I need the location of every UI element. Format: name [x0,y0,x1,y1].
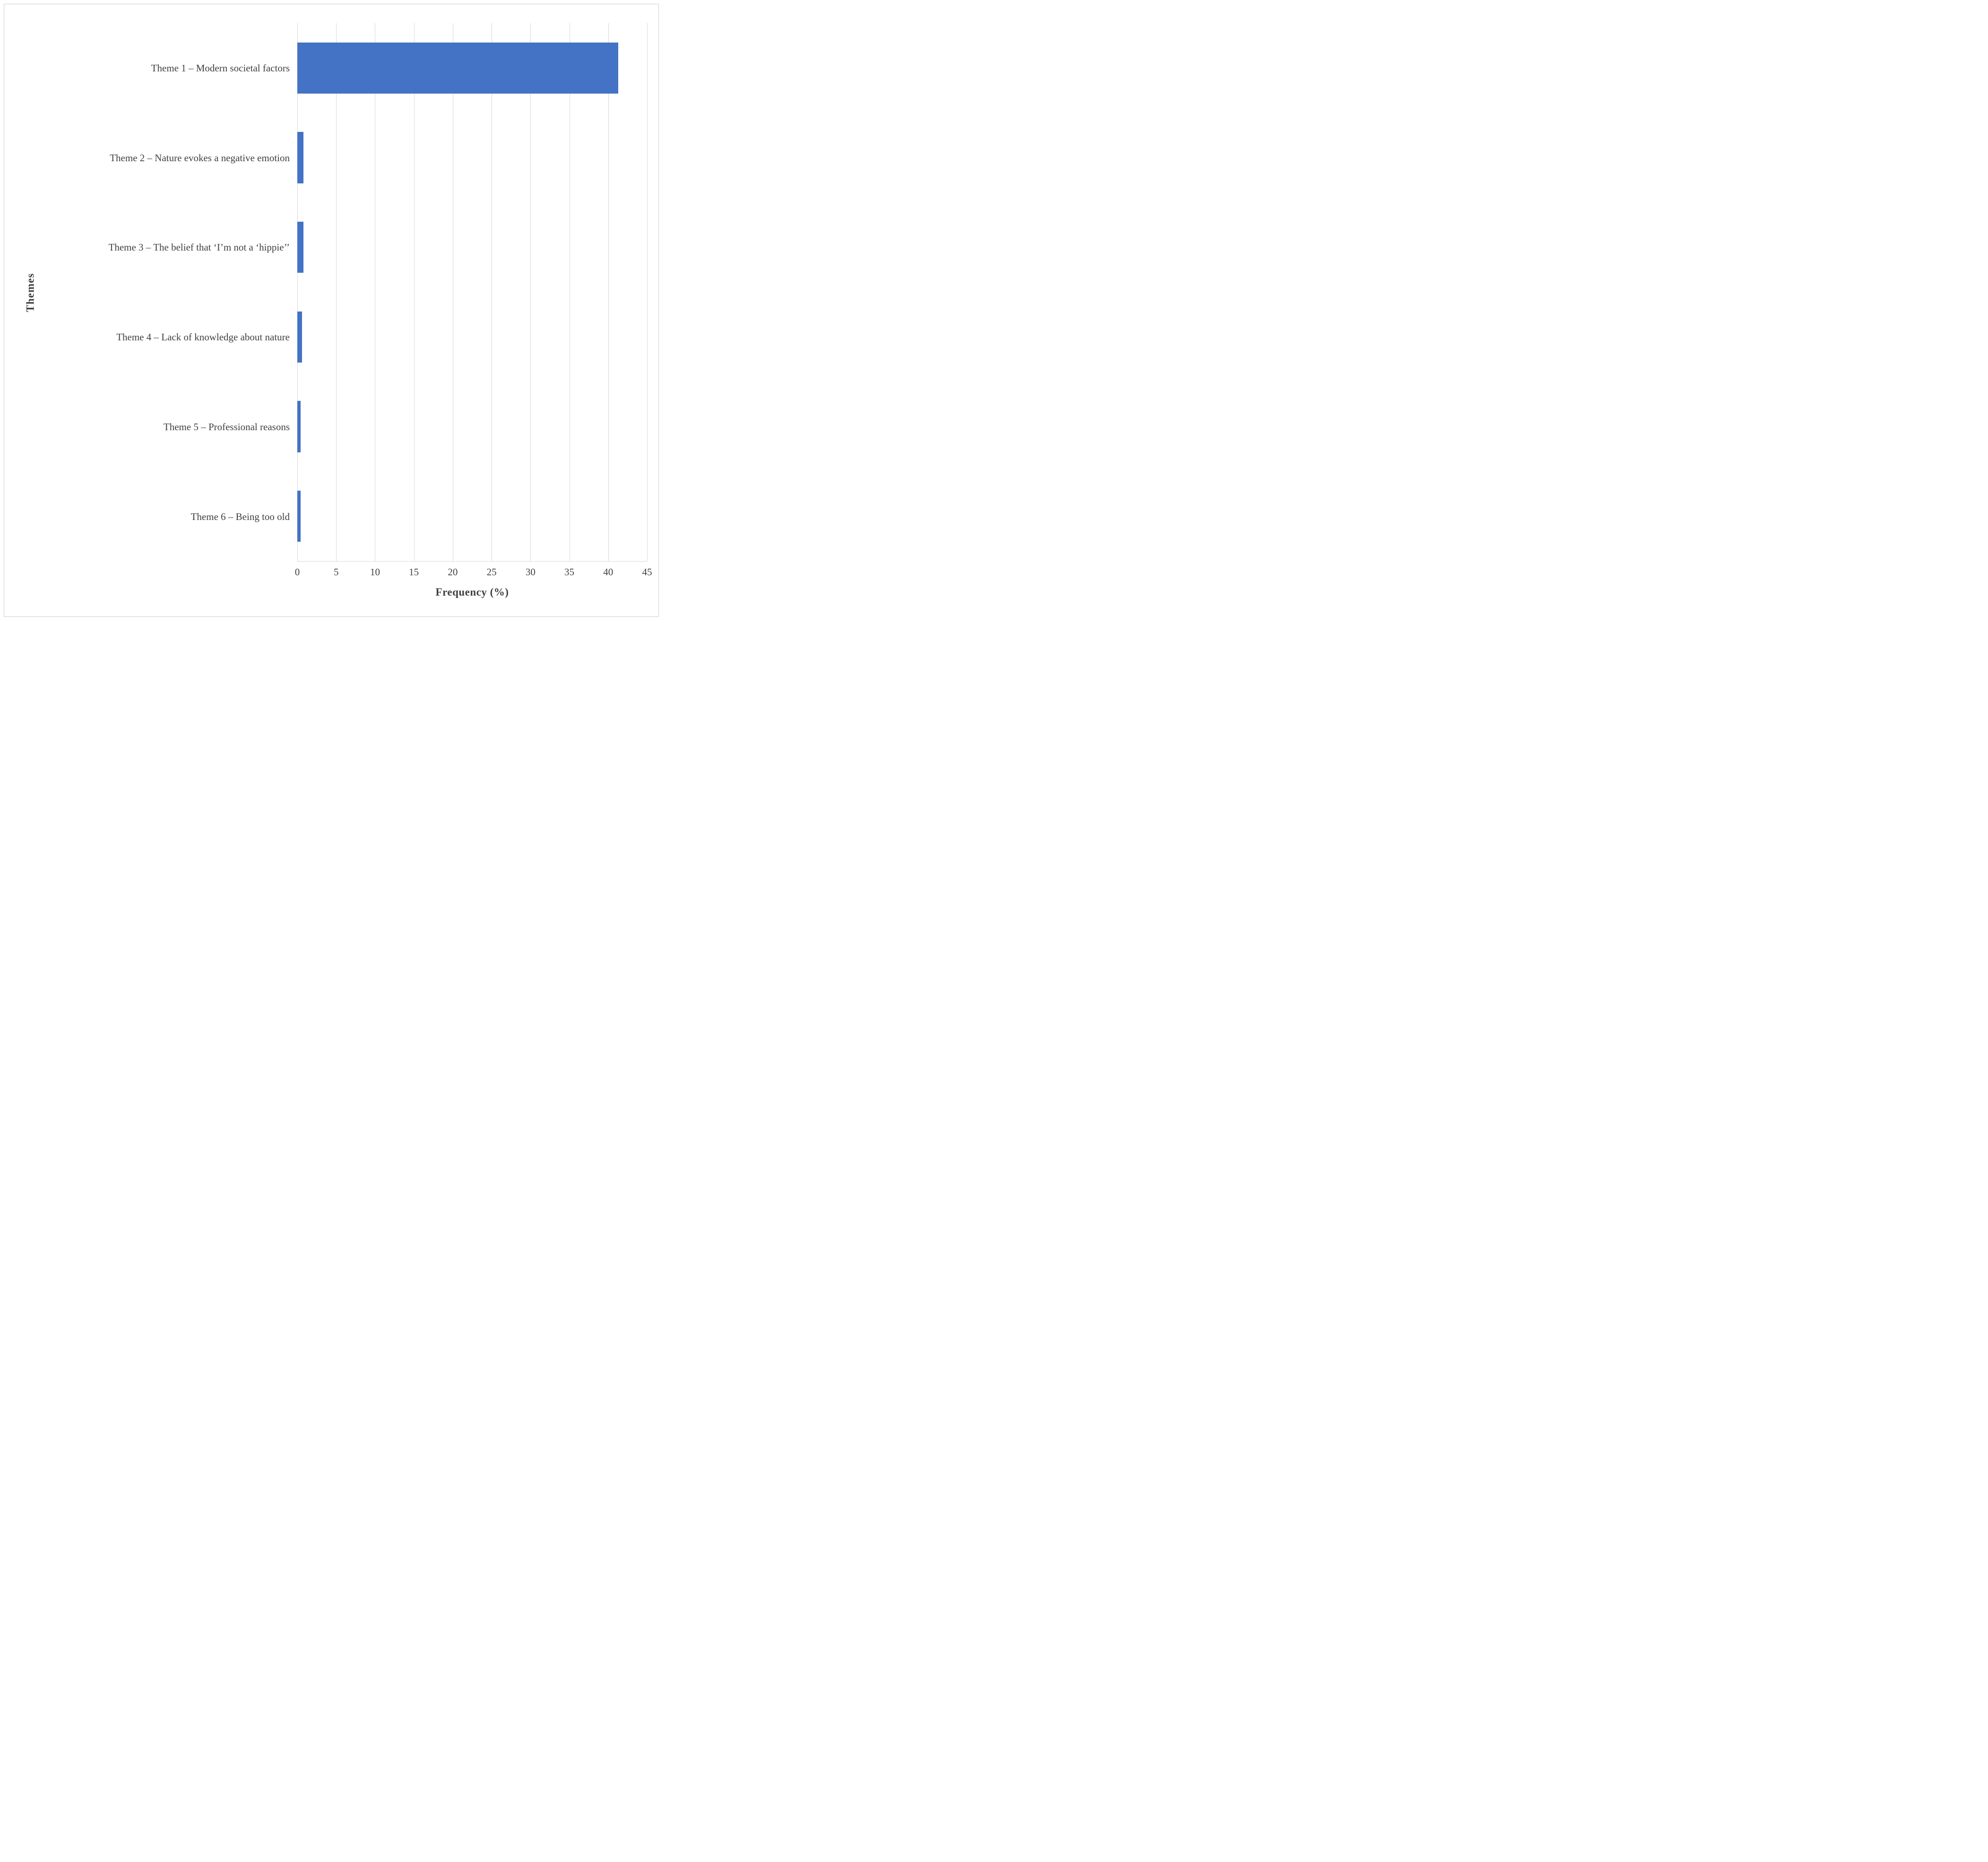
bar-row [297,23,647,113]
y-axis-title-column: Themes [9,23,52,562]
x-tick-label: 20 [448,566,458,578]
bar-row [297,471,647,561]
bar [297,132,304,183]
bar-row [297,382,647,472]
bar [297,401,301,452]
bar [297,311,302,363]
bar [297,222,304,273]
x-tick-label: 0 [294,566,300,578]
x-tick-labels: 0 5 10 15 20 25 30 35 40 45 [294,562,652,582]
category-label: Theme 3 – The belief that ‘I’m not a ‘hi… [108,242,290,253]
x-axis-title-spacer [9,582,297,603]
gridline [336,23,337,561]
bar-row [297,202,647,292]
bar-row [297,292,647,382]
category-label: Theme 6 – Being too old [190,511,290,522]
gridline [530,23,531,561]
x-axis-spacer [9,562,297,582]
gridline-layer [297,23,648,561]
chart-body: Themes Theme 1 – Modern societal factors… [9,23,648,562]
bar [297,42,619,94]
category-label: Theme 4 – Lack of knowledge about nature [116,331,290,343]
y-axis-title: Themes [24,273,36,312]
x-axis-title: Frequency (%) [435,586,509,598]
bar [297,491,301,542]
gridline [297,23,298,561]
category-label: Theme 2 – Nature evokes a negative emoti… [110,152,290,164]
x-tick-label: 10 [370,566,380,578]
x-tick-label: 40 [603,566,614,578]
gridline [647,23,648,561]
x-tick-label: 25 [486,566,497,578]
bar-row [297,113,647,203]
gridline [414,23,415,561]
x-tick-label: 15 [409,566,419,578]
bar-rows [297,23,647,561]
x-tick-label: 45 [642,566,652,578]
x-axis-row: 0 5 10 15 20 25 30 35 40 45 [9,562,652,582]
chart-frame: Themes Theme 1 – Modern societal factors… [4,4,659,617]
x-tick-label: 35 [564,566,575,578]
x-tick-label: 30 [525,566,536,578]
category-labels: Theme 1 – Modern societal factors Theme 2… [52,23,297,562]
gridline [608,23,609,561]
plot-area [297,23,648,562]
category-label: Theme 5 – Professional reasons [163,421,290,433]
category-label: Theme 1 – Modern societal factors [151,62,290,74]
page: Themes Theme 1 – Modern societal factors… [0,0,663,621]
x-axis-title-row: Frequency (%) [9,582,647,603]
x-tick-label: 5 [333,566,339,578]
